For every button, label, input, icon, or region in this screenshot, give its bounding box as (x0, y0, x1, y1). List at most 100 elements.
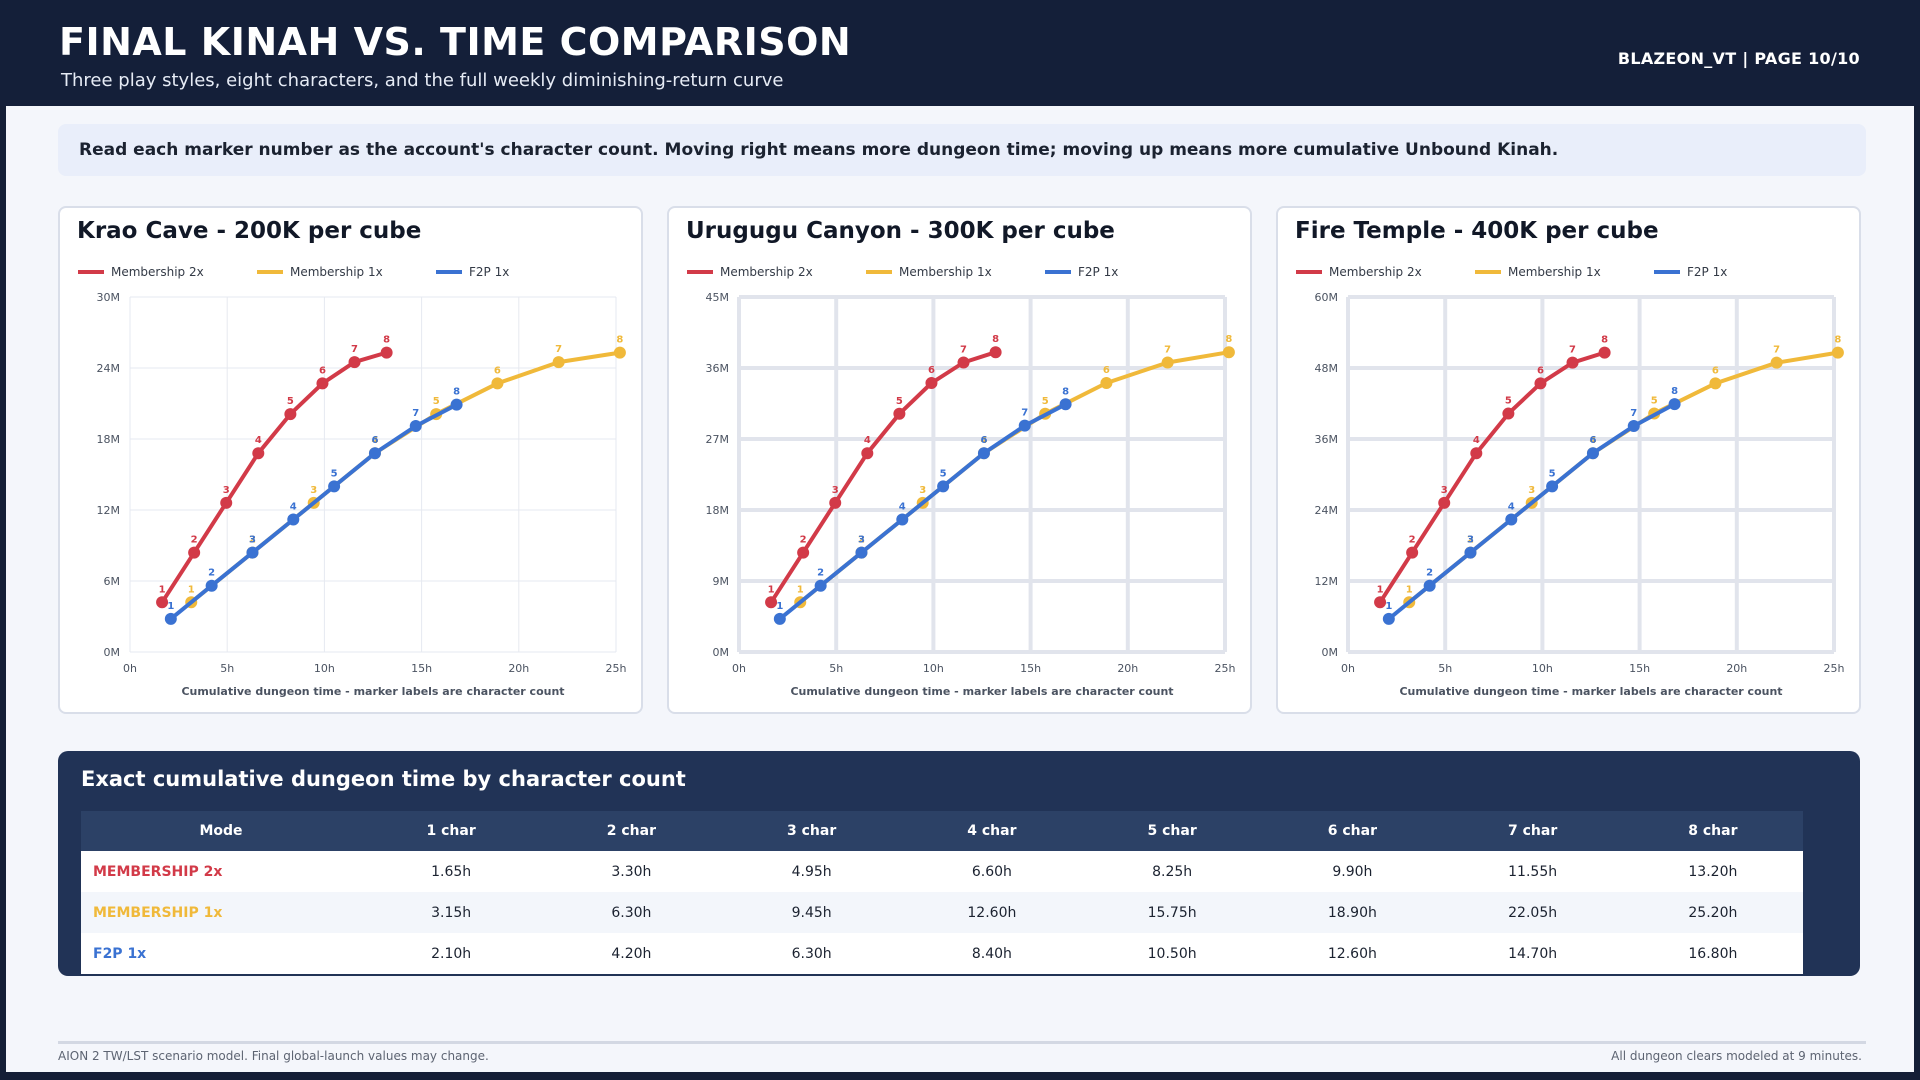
page-title: FINAL KINAH VS. TIME COMPARISON (59, 20, 852, 64)
x-tick-label: 5h (1438, 662, 1452, 675)
time-cell: 12.60h (1327, 945, 1377, 962)
content-area: Read each marker number as the account's… (6, 106, 1914, 1072)
y-tick-label: 0M (104, 646, 121, 659)
point-label: 6 (319, 365, 326, 376)
time-cell: 11.55h (1508, 863, 1558, 880)
data-point (252, 447, 265, 460)
point-label: 1 (159, 584, 166, 595)
x-tick-label: 0h (732, 662, 746, 675)
y-tick-label: 24M (1315, 504, 1339, 517)
point-label: 2 (1467, 535, 1474, 546)
col-header-8-char: 8 char (1688, 823, 1738, 839)
data-point (328, 480, 341, 493)
time-cell: 10.50h (1147, 945, 1197, 962)
x-tick-label: 25h (1824, 662, 1845, 675)
x-tick-label: 0h (1341, 662, 1355, 675)
data-point (284, 408, 297, 421)
y-tick-label: 18M (97, 433, 121, 446)
y-tick-label: 12M (1315, 575, 1339, 588)
chart-card-urugugu-canyon: Urugugu Canyon - 300K per cube Membershi… (667, 206, 1252, 714)
data-point (1222, 346, 1235, 359)
point-label: 4 (899, 501, 906, 512)
instruction-callout: Read each marker number as the account's… (58, 124, 1866, 176)
y-tick-label: 36M (706, 362, 730, 375)
data-point (1438, 496, 1451, 509)
y-tick-label: 30M (97, 291, 121, 304)
point-label: 2 (817, 568, 824, 579)
point-label: 4 (371, 435, 378, 446)
point-label: 3 (919, 485, 926, 496)
point-label: 5 (1505, 396, 1512, 407)
time-cell: 9.45h (791, 904, 832, 921)
data-point (552, 356, 565, 369)
legend-label: F2P 1x (1078, 265, 1118, 279)
data-point (380, 346, 393, 359)
time-cell: 6.30h (611, 904, 652, 921)
data-point (1709, 377, 1722, 390)
legend-label: Membership 2x (111, 265, 204, 279)
point-label: 4 (980, 435, 987, 446)
data-point (1831, 346, 1844, 359)
point-label: 8 (1062, 386, 1069, 397)
legend-label: Membership 1x (290, 265, 383, 279)
data-point (925, 376, 938, 389)
point-label: 3 (1441, 485, 1448, 496)
series-line (160, 350, 389, 605)
data-point (893, 407, 906, 420)
data-point (1423, 579, 1436, 592)
x-tick-label: 10h (314, 662, 335, 675)
point-label: 6 (1589, 435, 1596, 446)
data-point (188, 546, 201, 559)
legend-label: F2P 1x (469, 265, 509, 279)
data-point (287, 513, 300, 526)
data-point (1470, 447, 1483, 460)
data-point (773, 612, 786, 625)
time-cell: 18.90h (1327, 904, 1377, 921)
point-label: 6 (928, 365, 935, 376)
point-label: 4 (864, 435, 871, 446)
point-label: 6 (1537, 365, 1544, 376)
data-point (937, 480, 950, 493)
series-line (777, 402, 1068, 621)
col-header-4-char: 4 char (967, 823, 1017, 839)
x-tick-label: 15h (411, 662, 432, 675)
data-point (205, 579, 218, 592)
time-cell: 3.15h (431, 904, 472, 921)
point-label: 4 (1473, 435, 1480, 446)
point-label: 2 (191, 535, 198, 546)
y-tick-label: 9M (713, 575, 730, 588)
point-label: 3 (223, 485, 230, 496)
point-label: 3 (858, 535, 865, 546)
point-label: 3 (1467, 535, 1474, 546)
time-cell: 13.20h (1688, 863, 1738, 880)
point-label: 4 (290, 501, 297, 512)
data-point (164, 612, 177, 625)
data-point (957, 356, 970, 369)
data-point (989, 346, 1002, 359)
point-label: 5 (1042, 396, 1049, 407)
mode-cell: F2P 1x (93, 945, 147, 962)
point-label: 6 (1103, 365, 1110, 376)
point-label: 8 (453, 387, 460, 398)
y-tick-label: 0M (713, 646, 730, 659)
time-cell: 8.40h (971, 945, 1012, 962)
col-header-2-char: 2 char (606, 823, 656, 839)
data-point (1100, 376, 1113, 389)
col-header-mode: Mode (199, 823, 243, 839)
data-point (348, 356, 361, 369)
data-point (1546, 480, 1559, 493)
data-point (1018, 419, 1031, 432)
col-header-7-char: 7 char (1508, 823, 1558, 839)
series-line (1378, 350, 1607, 605)
footer-divider (58, 1041, 1866, 1044)
data-point (246, 546, 259, 559)
point-label: 8 (1225, 334, 1232, 345)
y-tick-label: 45M (706, 291, 730, 304)
point-label: 2 (1409, 535, 1416, 546)
point-label: 1 (188, 584, 195, 595)
point-label: 6 (1712, 365, 1719, 376)
col-header-5-char: 5 char (1147, 823, 1197, 839)
series-line (798, 350, 1231, 605)
time-cell: 6.60h (971, 863, 1012, 880)
point-label: 6 (980, 435, 987, 446)
